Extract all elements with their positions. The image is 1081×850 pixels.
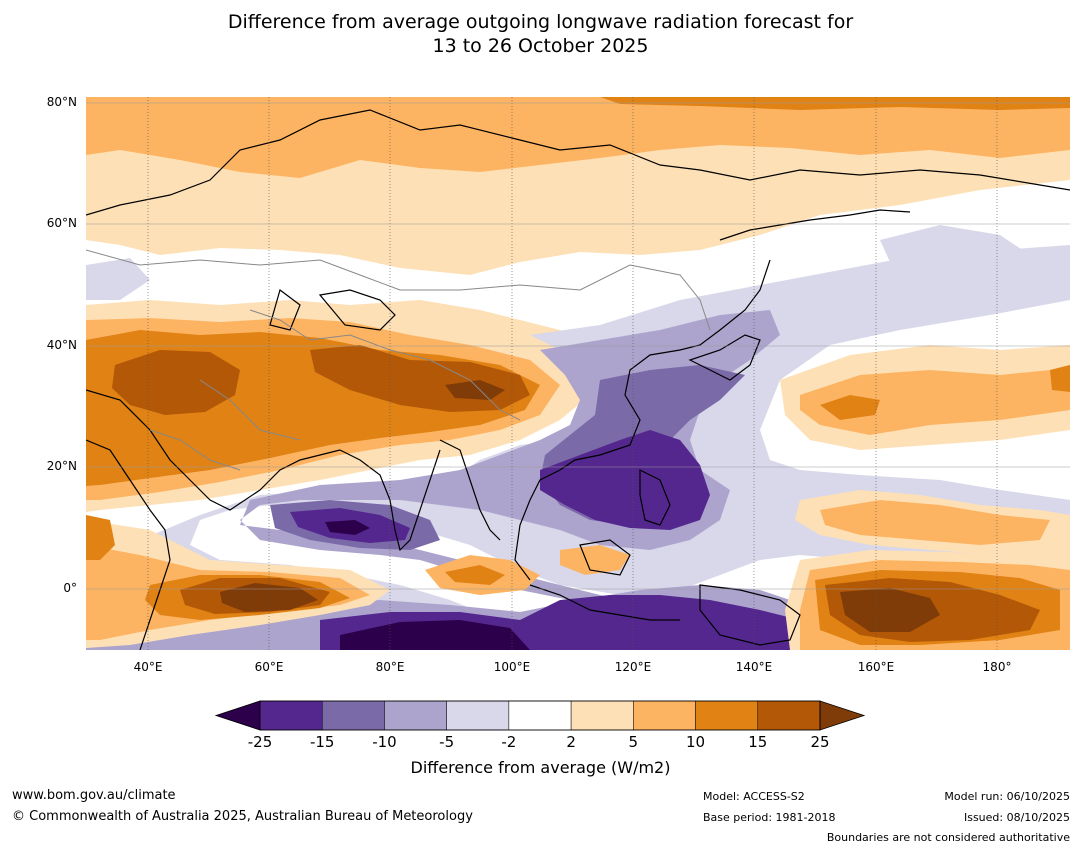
model-run-date: Model run: 06/10/2025: [944, 790, 1070, 803]
lat-label-0: 0°: [63, 581, 77, 595]
base-period: Base period: 1981-2018: [703, 811, 836, 824]
lat-label-60n: 60°N: [46, 216, 77, 230]
anomaly-bay-core-deep: [325, 520, 370, 535]
colorbar-outline: [259, 700, 821, 731]
coastlines: [86, 109, 1070, 650]
colorbar-segment-3: [446, 700, 510, 731]
lon-label-180: 180°: [982, 660, 1012, 674]
colorbar-tick-4: -2: [501, 733, 517, 751]
anomaly-pacific-strong: [820, 395, 880, 420]
anomaly-npac-purple-1: [880, 225, 1030, 275]
anomaly-indian-core: [220, 583, 318, 612]
anomaly-pacific-trop-mid: [820, 500, 1050, 545]
colorbar-over-arrow: [819, 700, 866, 731]
anomaly-westasia-core-3: [445, 380, 505, 400]
copyright-text: © Commonwealth of Australia 2025, Austra…: [12, 809, 473, 824]
lat-label-20n: 20°N: [46, 459, 77, 473]
lon-label-100e: 100°E: [493, 660, 531, 674]
olr-anomaly-map: [86, 97, 1070, 650]
issued-date: Issued: 08/10/2025: [963, 811, 1070, 824]
lon-label-160e: 160°E: [857, 660, 895, 674]
anomaly-kazakh-purple: [86, 258, 150, 300]
lon-label-60e: 60°E: [254, 660, 284, 674]
model-name: Model: ACCESS-S2: [703, 790, 805, 803]
boundaries-disclaimer: Boundaries are not considered authoritat…: [826, 831, 1070, 844]
colorbar-tick-2: -10: [372, 733, 397, 751]
lon-label-80e: 80°E: [375, 660, 405, 674]
colorbar-label: Difference from average (W/m2): [410, 758, 671, 777]
anomaly-swpacific-core: [840, 588, 940, 632]
lat-label-80n: 80°N: [46, 95, 77, 109]
colorbar-segment-8: [757, 700, 821, 731]
lon-label-120e: 120°E: [614, 660, 652, 674]
colorbar-under-arrow: [214, 700, 261, 731]
colorbar-tick-7: 10: [686, 733, 706, 751]
lon-label-140e: 140°E: [735, 660, 773, 674]
anomaly-pacific-strong-2: [1050, 365, 1070, 392]
title-line-1: Difference from average outgoing longwav…: [227, 11, 854, 33]
colorbar-segment-5: [570, 700, 634, 731]
anomaly-sumatra-core: [445, 565, 505, 585]
colorbar-tick-6: 5: [628, 733, 639, 751]
anomaly-borneo-pos: [560, 545, 630, 575]
gridlines: [147, 97, 998, 650]
chart-title: Difference from average outgoing longwav…: [0, 10, 1081, 58]
colorbar-segment-0: [259, 700, 323, 731]
colorbar-segment-4: [508, 700, 572, 731]
anomaly-field: [86, 97, 1070, 650]
website-link[interactable]: www.bom.gov.au/climate: [12, 788, 176, 803]
anomaly-westasia-core-1: [112, 350, 240, 415]
lon-label-40e: 40°E: [133, 660, 163, 674]
anomaly-south-deep: [340, 620, 530, 650]
colorbar-segment-6: [633, 700, 696, 731]
anomaly-africa-pos: [86, 515, 115, 560]
anomaly-scs-core: [540, 430, 710, 530]
lat-gridlines: [86, 102, 1070, 590]
anomaly-pacific-mid: [800, 365, 1070, 435]
colorbar-tick-8: 15: [748, 733, 768, 751]
anomaly-north-strong: [600, 97, 1070, 110]
colorbar-tick-3: -5: [439, 733, 455, 751]
colorbar-tick-5: 2: [566, 733, 576, 751]
title-line-2: 13 to 26 October 2025: [432, 35, 649, 57]
colorbar-tick-0: -25: [247, 733, 273, 751]
colorbar-tick-1: -15: [309, 733, 335, 751]
colorbar-segment-2: [384, 700, 447, 731]
colorbar-tick-9: 25: [810, 733, 830, 751]
colorbar-segment-7: [695, 700, 759, 731]
lat-label-40n: 40°N: [46, 338, 77, 352]
colorbar-segment-1: [321, 700, 385, 731]
